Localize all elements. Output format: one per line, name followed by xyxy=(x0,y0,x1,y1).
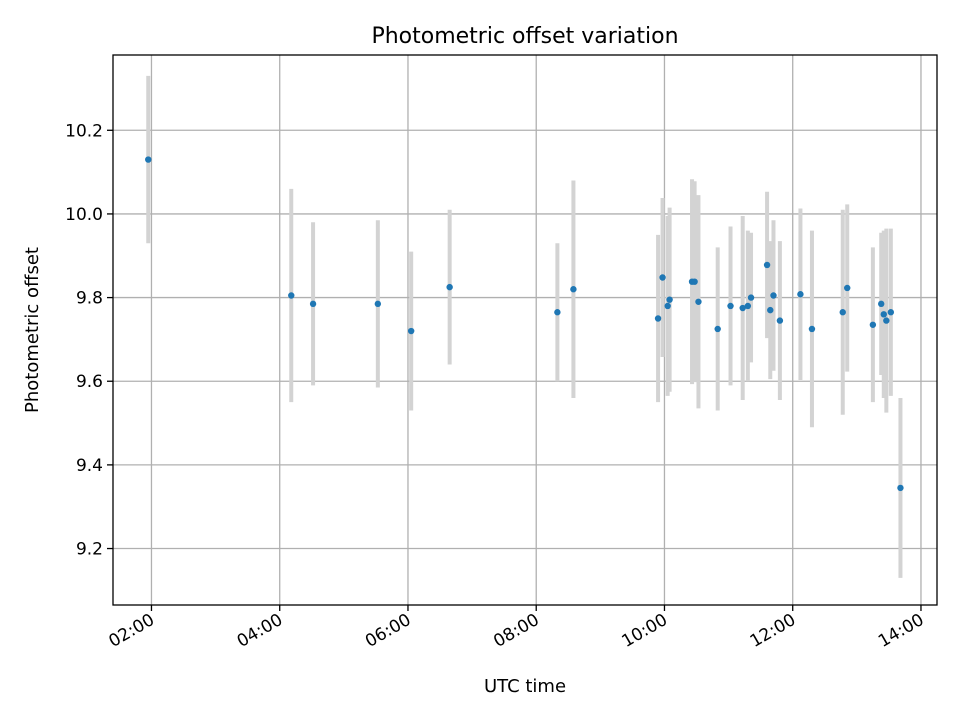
data-point xyxy=(747,294,755,301)
plot-frame xyxy=(112,54,938,606)
data-point xyxy=(714,325,721,333)
data-point xyxy=(727,302,734,310)
data-point xyxy=(776,317,784,324)
data-point xyxy=(739,304,746,312)
data-point xyxy=(880,311,887,318)
y-axis-label: Photometric offset xyxy=(22,247,43,413)
y-tick-label: 9.6 xyxy=(76,372,103,392)
data-point xyxy=(446,283,453,291)
y-tick-label: 9.2 xyxy=(76,540,103,560)
data-points xyxy=(145,156,904,492)
data-point xyxy=(664,302,671,310)
chart-title: Photometric offset variation xyxy=(371,24,678,49)
data-point xyxy=(691,278,698,285)
y-tick-label: 9.8 xyxy=(76,289,103,309)
x-axis-label: UTC time xyxy=(484,676,566,697)
data-point xyxy=(695,298,702,305)
data-point xyxy=(570,286,577,293)
y-axis-ticks: 9.2 9.4 9.6 9.8 10.0 10.2 xyxy=(65,121,113,560)
data-point xyxy=(554,309,561,316)
data-point xyxy=(869,321,877,328)
data-point xyxy=(763,261,771,269)
data-point xyxy=(887,309,895,316)
data-point xyxy=(770,292,777,299)
y-tick-label: 10.2 xyxy=(65,121,103,141)
data-point xyxy=(744,302,752,310)
data-point xyxy=(878,300,885,308)
y-tick-label: 10.0 xyxy=(65,205,103,225)
data-point xyxy=(839,309,846,316)
data-point xyxy=(407,327,415,335)
data-point xyxy=(374,300,382,308)
data-point xyxy=(883,317,890,324)
data-point xyxy=(666,296,673,303)
data-point xyxy=(797,291,804,298)
data-point xyxy=(767,306,774,314)
data-point xyxy=(808,325,816,333)
data-point xyxy=(844,284,851,292)
data-point xyxy=(145,156,152,163)
data-point xyxy=(288,292,295,299)
data-point xyxy=(654,315,662,322)
data-point xyxy=(309,300,317,308)
data-point xyxy=(897,484,904,492)
data-point xyxy=(659,274,666,281)
y-tick-label: 9.4 xyxy=(76,456,103,476)
